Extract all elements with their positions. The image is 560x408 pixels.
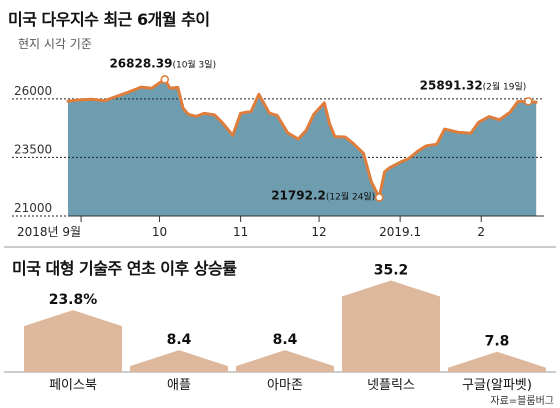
line-chart-subtitle: 현지 시각 기준: [18, 37, 92, 51]
bar-value-label: 8.4: [167, 332, 192, 348]
category-label: 넷플릭스: [367, 378, 415, 393]
category-label: 애플: [167, 378, 191, 393]
annotation-marker: [524, 97, 533, 106]
tech-stock-bar-chart: 23.8% 페이스북 8.4 애플 8.4 아마존 35.2 넷플릭스 7.8 구글(알파벳): [4, 262, 556, 393]
bar-value-label: 8.4: [273, 332, 298, 348]
dow-area-chart: 26000 23500 21000 2018년 9월 10 11 12 2019.1 2 2682…: [12, 56, 544, 239]
bar-5: [448, 351, 546, 372]
annotation-marker: [374, 193, 384, 202]
annotation-value: 21792.2: [271, 188, 326, 202]
y-tick-label: 26000: [14, 84, 52, 98]
category-label: 구글(알파벳): [462, 378, 532, 393]
area-fill: [68, 79, 537, 217]
annotation-date: (10월 3일): [172, 58, 216, 70]
annotation-value: 26828.39: [109, 56, 172, 70]
bar-value-label: 7.8: [485, 334, 510, 350]
annotation-marker: [160, 75, 170, 84]
x-tick-label: 11: [233, 225, 248, 239]
bar-1: [24, 310, 122, 372]
category-label: 페이스북: [49, 378, 97, 393]
annotation-label: 26828.39(10월 3일): [109, 56, 216, 70]
series-line: [66, 77, 538, 199]
line-chart-title: 미국 다우지수 최근 6개월 추이: [8, 10, 210, 29]
bar-2: [130, 350, 228, 372]
x-tick-label: 2019.1: [379, 225, 421, 239]
y-tick-label: 21000: [14, 201, 52, 215]
y-tick-label: 23500: [14, 142, 52, 156]
x-tick-label: 2: [477, 225, 485, 239]
bar-chart-title: 미국 대형 기술주 연초 이후 상승률: [12, 259, 237, 278]
x-tick-label: 12: [311, 225, 326, 239]
x-tick-label: 10: [152, 225, 167, 239]
annotation-label: 25891.32(2월 19일): [420, 78, 527, 92]
bar-value-label: 35.2: [374, 262, 409, 278]
bar-4: [342, 280, 440, 372]
annotation-date: (2월 19일): [483, 80, 527, 92]
category-label: 아마존: [267, 378, 303, 393]
bar-3: [236, 350, 334, 372]
annotation-value: 25891.32: [420, 78, 483, 92]
annotation-label: 21792.2(12월 24일): [271, 188, 375, 202]
source-note: 자료=블룸버그: [490, 396, 554, 407]
annotation-date: (12월 24일): [326, 190, 375, 202]
bar-value-label: 23.8%: [49, 292, 98, 308]
x-tick-label: 2018년 9월: [17, 225, 81, 239]
